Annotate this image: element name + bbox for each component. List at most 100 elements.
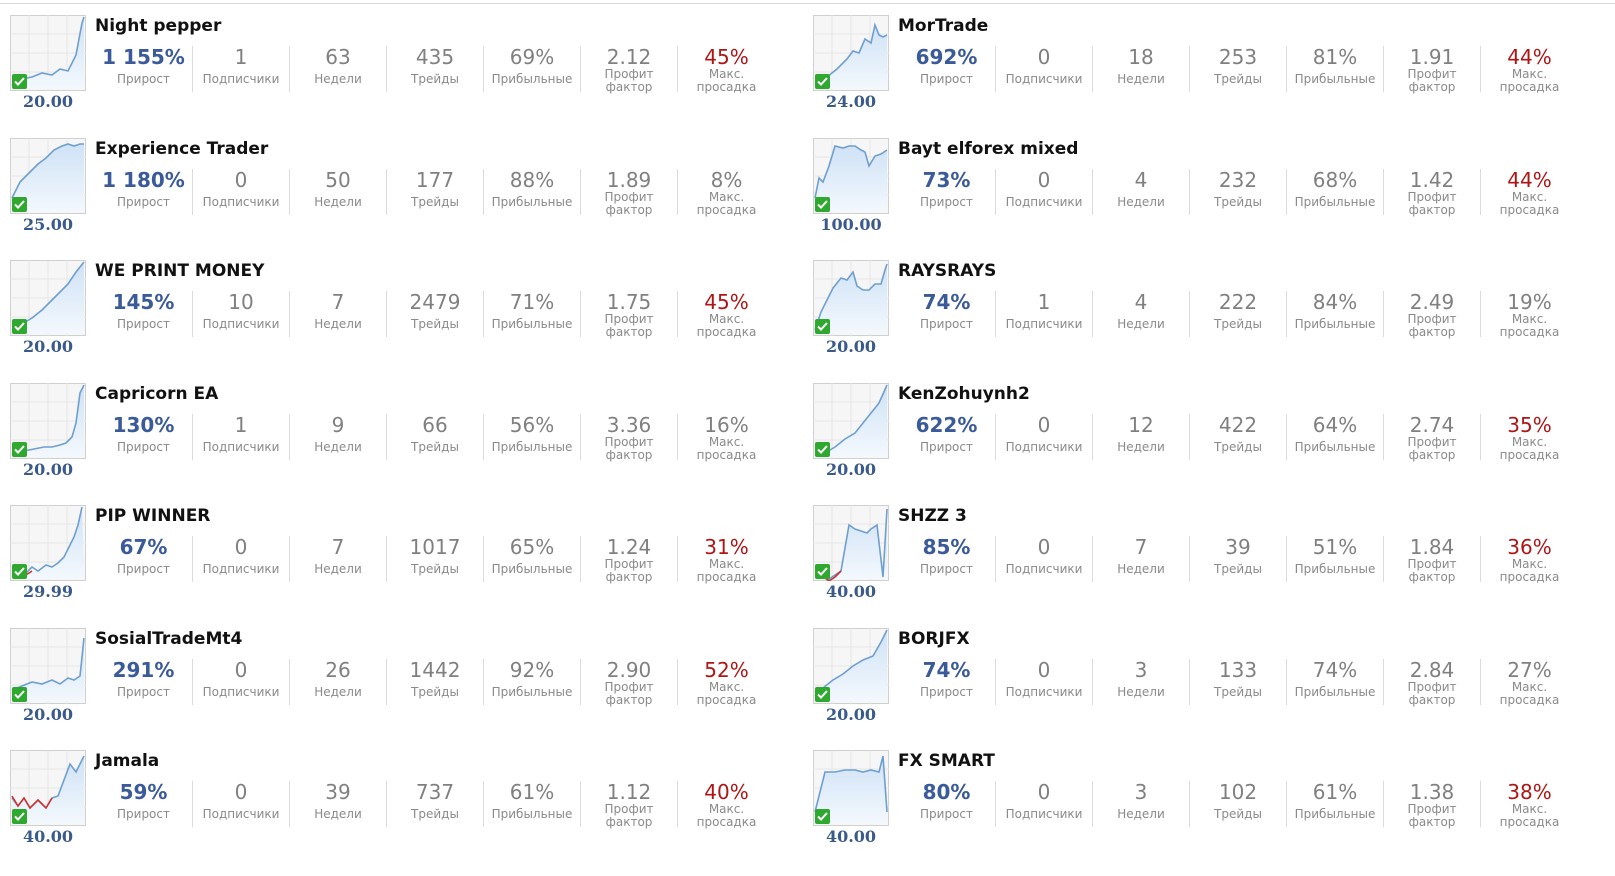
profit-factor-label-1: Профит [604, 312, 654, 326]
signal-name[interactable]: Experience Trader [95, 138, 269, 159]
signal-price: 20.00 [22, 459, 74, 479]
signal-card[interactable]: 20.00 KenZohuynh2 622% Прирост 0 Подписч… [803, 368, 1603, 494]
signal-card[interactable]: 100.00 Bayt elforex mixed 73% Прирост 0 … [803, 123, 1603, 249]
signal-name[interactable]: KenZohuynh2 [898, 383, 1030, 404]
trades-stat: 1017 Трейды [387, 536, 484, 582]
signal-name[interactable]: Jamala [95, 751, 160, 771]
growth-stat-value: 145% [112, 290, 175, 314]
growth-stat-value: 85% [922, 535, 971, 559]
growth-chart-icon[interactable] [10, 137, 86, 214]
max-dd-label-1: Макс. [1511, 679, 1548, 694]
growth-label: Прирост [920, 562, 973, 576]
max-drawdown-stat: 45% Макс. просадка [678, 291, 775, 339]
profit-factor-label-1: Профит [604, 679, 654, 694]
profitable-label: Прибыльные [491, 562, 573, 576]
signal-card[interactable]: 24.00 MorTrade 692% Прирост 0 Подписчики… [803, 0, 1603, 126]
growth-label: Прирост [920, 194, 973, 209]
subscribers-stat: 0 Подписчики [996, 46, 1093, 92]
max-drawdown-stat: 19% Макс. просадка [1481, 291, 1578, 339]
max-dd-label-1: Макс. [708, 312, 745, 326]
trades-label: Трейды [411, 439, 459, 454]
signal-card[interactable]: 20.00 SosialTradeMt4 291% Прирост 0 Подп… [0, 613, 800, 739]
signal-card[interactable]: 20.00 WE PRINT MONEY 145% Прирост 10 Под… [0, 245, 800, 371]
signal-card[interactable]: 40.00 FX SMART 80% Прирост 0 Подписчики … [803, 735, 1603, 861]
signal-name[interactable]: Capricorn EA [95, 383, 219, 404]
profit-factor-label-2: фактор [1408, 80, 1456, 94]
signal-name[interactable]: BORJFX [898, 628, 970, 649]
growth-stat-value: 130% [112, 412, 175, 437]
signal-stats: 130% Прирост 1 Подписчики 9 Недели 66 Тр… [95, 412, 775, 462]
signal-card[interactable]: 20.00 RAYSRAYS 74% Прирост 1 Подписчики … [803, 245, 1603, 371]
signal-name[interactable]: SosialTradeMt4 [95, 628, 243, 649]
signal-card[interactable]: 20.00 Night pepper 1 155% Прирост 1 Подп… [0, 0, 800, 126]
growth-chart-icon[interactable] [813, 505, 889, 581]
max-dd-label-1: Макс. [708, 189, 745, 204]
weeks-stat-value: 12 [1128, 412, 1154, 437]
growth-chart-icon[interactable] [813, 750, 889, 826]
signal-card[interactable]: 40.00 Jamala 59% Прирост 0 Подписчики 39… [0, 735, 800, 861]
trades-label: Трейды [1214, 684, 1262, 699]
profit-factor-stat: 2.49 Профит фактор [1384, 291, 1481, 339]
weeks-stat: 39 Недели [290, 781, 387, 827]
check-icon [12, 319, 27, 334]
check-icon [12, 686, 27, 702]
profit-factor-label-1: Профит [1407, 434, 1457, 449]
trades-stat-value: 253 [1218, 45, 1258, 69]
profitable-stat: 65% Прибыльные [484, 536, 581, 582]
weeks-stat-value: 26 [325, 657, 351, 682]
signal-stats: 80% Прирост 0 Подписчики 3 Недели 102 Тр… [898, 780, 1578, 829]
growth-chart-icon[interactable] [10, 505, 86, 581]
signal-name[interactable]: Bayt elforex mixed [898, 138, 1079, 159]
signal-card[interactable]: 25.00 Experience Trader 1 180% Прирост 0… [0, 123, 800, 249]
growth-chart-icon[interactable] [10, 627, 86, 704]
growth-chart-icon[interactable] [10, 260, 86, 336]
profitable-stat-value: 51% [1312, 535, 1358, 559]
check-icon [815, 74, 830, 89]
growth-chart-icon[interactable] [813, 627, 889, 704]
signal-name[interactable]: WE PRINT MONEY [95, 261, 265, 281]
subscribers-stat-value: 0 [1037, 780, 1051, 804]
signal-card[interactable]: 20.00 BORJFX 74% Прирост 0 Подписчики 3 … [803, 613, 1603, 739]
profitable-label: Прибыльные [1294, 562, 1376, 576]
signal-stats: 67% Прирост 0 Подписчики 7 Недели 1017 Т… [95, 536, 775, 584]
profit-factor-label-2: фактор [605, 447, 653, 462]
profitable-label: Прибыльные [1294, 807, 1376, 821]
growth-chart-icon[interactable] [813, 260, 889, 336]
max-dd-label-1: Макс. [1511, 189, 1548, 204]
signal-price: 20.00 [22, 704, 74, 724]
trades-stat-value: 422 [1218, 412, 1258, 437]
growth-chart-icon[interactable] [813, 15, 889, 91]
growth-chart-icon[interactable] [10, 382, 86, 459]
weeks-label: Недели [314, 194, 362, 209]
subscribers-label: Подписчики [202, 72, 280, 86]
signal-name[interactable]: RAYSRAYS [898, 261, 997, 281]
signal-name[interactable]: Night pepper [95, 16, 222, 36]
subscribers-stat: 10 Подписчики [193, 291, 290, 337]
trades-label: Трейды [1214, 562, 1262, 576]
signal-card[interactable]: 20.00 Capricorn EA 130% Прирост 1 Подпис… [0, 368, 800, 494]
signal-card[interactable]: 29.99 PIP WINNER 67% Прирост 0 Подписчик… [0, 490, 800, 616]
weeks-label: Недели [1117, 807, 1165, 821]
growth-chart-icon[interactable] [813, 137, 889, 214]
growth-chart-icon[interactable] [10, 15, 86, 91]
subscribers-label: Подписчики [1005, 807, 1083, 821]
growth-chart-icon[interactable] [10, 750, 86, 826]
growth-chart-icon[interactable] [813, 382, 889, 459]
signal-name[interactable]: PIP WINNER [95, 506, 211, 526]
trades-stat: 133 Трейды [1190, 658, 1287, 705]
max-drawdown-stat-value: 38% [1507, 780, 1552, 804]
growth-label: Прирост [920, 684, 973, 699]
profit-factor-stat-value: 2.90 [606, 657, 652, 682]
signal-card[interactable]: 40.00 SHZZ 3 85% Прирост 0 Подписчики 7 … [803, 490, 1603, 616]
profit-factor-label-2: фактор [605, 325, 653, 339]
trades-stat-value: 1017 [409, 535, 461, 559]
signal-name[interactable]: SHZZ 3 [898, 506, 967, 526]
signal-price: 24.00 [825, 92, 877, 111]
subscribers-stat: 0 Подписчики [193, 781, 290, 827]
signal-name[interactable]: FX SMART [898, 751, 995, 771]
profit-factor-stat-value: 1.75 [606, 290, 652, 314]
profit-factor-label-1: Профит [1407, 802, 1457, 816]
max-dd-label-1: Макс. [708, 557, 745, 571]
profit-factor-stat-value: 1.89 [606, 167, 652, 192]
signal-name[interactable]: MorTrade [898, 16, 989, 36]
